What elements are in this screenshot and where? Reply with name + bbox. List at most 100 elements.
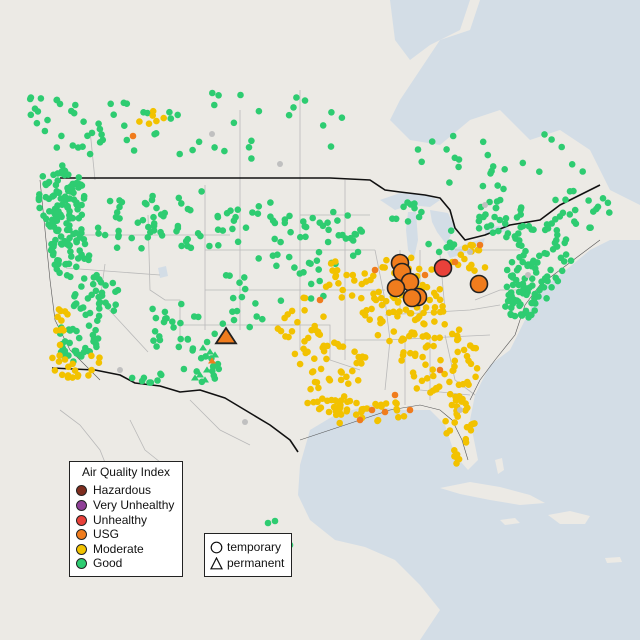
usg-large-site-marker (402, 288, 422, 308)
moderate-site-marker (436, 334, 444, 342)
moderate-site-marker (317, 404, 325, 412)
good-site-marker (95, 230, 102, 237)
moderate-site-marker (325, 408, 333, 416)
good-site-marker (325, 226, 332, 234)
moderate-site-marker (301, 294, 309, 302)
moderate-site-marker (357, 355, 365, 362)
moderate-site-marker (423, 283, 431, 291)
good-site-marker (428, 138, 436, 145)
moderate-site-marker (431, 304, 439, 311)
good-site-marker (67, 183, 75, 190)
good-site-marker (211, 101, 218, 109)
good-swatch-icon (76, 557, 87, 569)
good-site-marker (277, 297, 285, 305)
monitor-sites (26, 89, 613, 549)
good-site-marker (538, 278, 545, 286)
good-site-marker (502, 303, 509, 310)
good-site-marker (115, 227, 122, 235)
good-site-marker (553, 227, 561, 234)
good-site-marker (169, 318, 176, 326)
good-site-marker (143, 200, 150, 208)
good-site-marker (447, 227, 455, 234)
good-site-marker (66, 226, 73, 234)
moderate-site-marker (345, 380, 352, 388)
moderate-site-marker (370, 272, 377, 280)
good-site-marker (58, 168, 66, 175)
good-site-marker (271, 517, 279, 525)
good-site-marker (503, 233, 510, 241)
good-permanent-marker (206, 348, 214, 355)
moderate-site-marker (454, 348, 462, 356)
moderate-site-marker (348, 292, 356, 299)
moderate-site-marker (354, 377, 362, 384)
good-site-marker (252, 300, 259, 307)
good-site-marker (72, 291, 79, 298)
good-site-marker (236, 279, 243, 287)
moderate-site-marker (481, 264, 489, 271)
good-site-marker (491, 213, 498, 221)
good-site-marker (558, 267, 566, 275)
good-site-marker (334, 217, 341, 224)
moderate-site-marker (327, 260, 335, 267)
moderate-site-marker (56, 341, 64, 349)
circle-icon (210, 541, 223, 553)
good-site-marker (139, 216, 147, 224)
good-site-marker (89, 280, 97, 288)
moderate-site-marker (288, 307, 296, 315)
good-site-marker (69, 142, 77, 149)
good-site-marker (150, 337, 157, 345)
legend-item-temporary: temporary (210, 539, 281, 555)
moderate-site-marker (419, 353, 426, 361)
good-site-marker (73, 327, 80, 335)
legend-item-very-unhealthy: Very Unhealthy (76, 498, 174, 512)
good-site-marker (149, 305, 156, 313)
moderate-site-marker (95, 359, 103, 367)
good-permanent-marker (199, 344, 207, 351)
good-site-marker (104, 302, 112, 310)
good-site-marker (55, 226, 62, 234)
usg-site-marker (356, 416, 364, 424)
moderate-site-marker (460, 346, 468, 354)
moderate-site-marker (442, 417, 449, 425)
good-site-marker (543, 221, 551, 228)
good-site-marker (352, 231, 360, 238)
moderate-site-marker (386, 337, 393, 345)
moderate-site-marker (410, 329, 418, 337)
good-site-marker (404, 218, 412, 225)
no-data-site-marker (242, 419, 248, 425)
moderate-site-marker (61, 308, 69, 315)
moderate-site-marker (407, 349, 414, 357)
good-site-marker (120, 99, 128, 107)
moderate-site-marker (294, 318, 301, 326)
good-site-marker (487, 170, 494, 177)
usg-site-marker (316, 296, 324, 304)
good-site-marker (219, 320, 227, 328)
good-site-marker (37, 95, 45, 102)
moderate-site-marker (61, 356, 69, 363)
good-site-marker (541, 249, 548, 257)
good-site-marker (175, 343, 183, 351)
unhealthy-large-site-marker (433, 258, 453, 278)
good-site-marker (158, 232, 166, 239)
moderate-site-marker (424, 342, 432, 349)
moderate-site-marker (459, 380, 467, 388)
usg-permanent-marker (208, 357, 216, 364)
good-site-marker (219, 227, 227, 234)
good-site-marker (160, 318, 168, 326)
moderate-site-marker (451, 357, 459, 365)
good-site-marker (194, 230, 202, 237)
no-data-site-marker (117, 367, 123, 373)
good-site-marker (71, 301, 79, 308)
good-site-marker (74, 255, 82, 262)
good-site-marker (572, 220, 580, 227)
good-site-marker (215, 92, 222, 99)
good-site-marker (66, 207, 73, 215)
good-site-marker (264, 519, 272, 527)
moderate-site-marker (55, 358, 63, 365)
good-site-marker (528, 226, 535, 233)
moderate-site-marker (422, 304, 430, 311)
moderate-site-marker (382, 297, 390, 305)
good-site-marker (496, 216, 504, 224)
good-site-marker (193, 368, 200, 375)
good-site-marker (202, 353, 209, 360)
